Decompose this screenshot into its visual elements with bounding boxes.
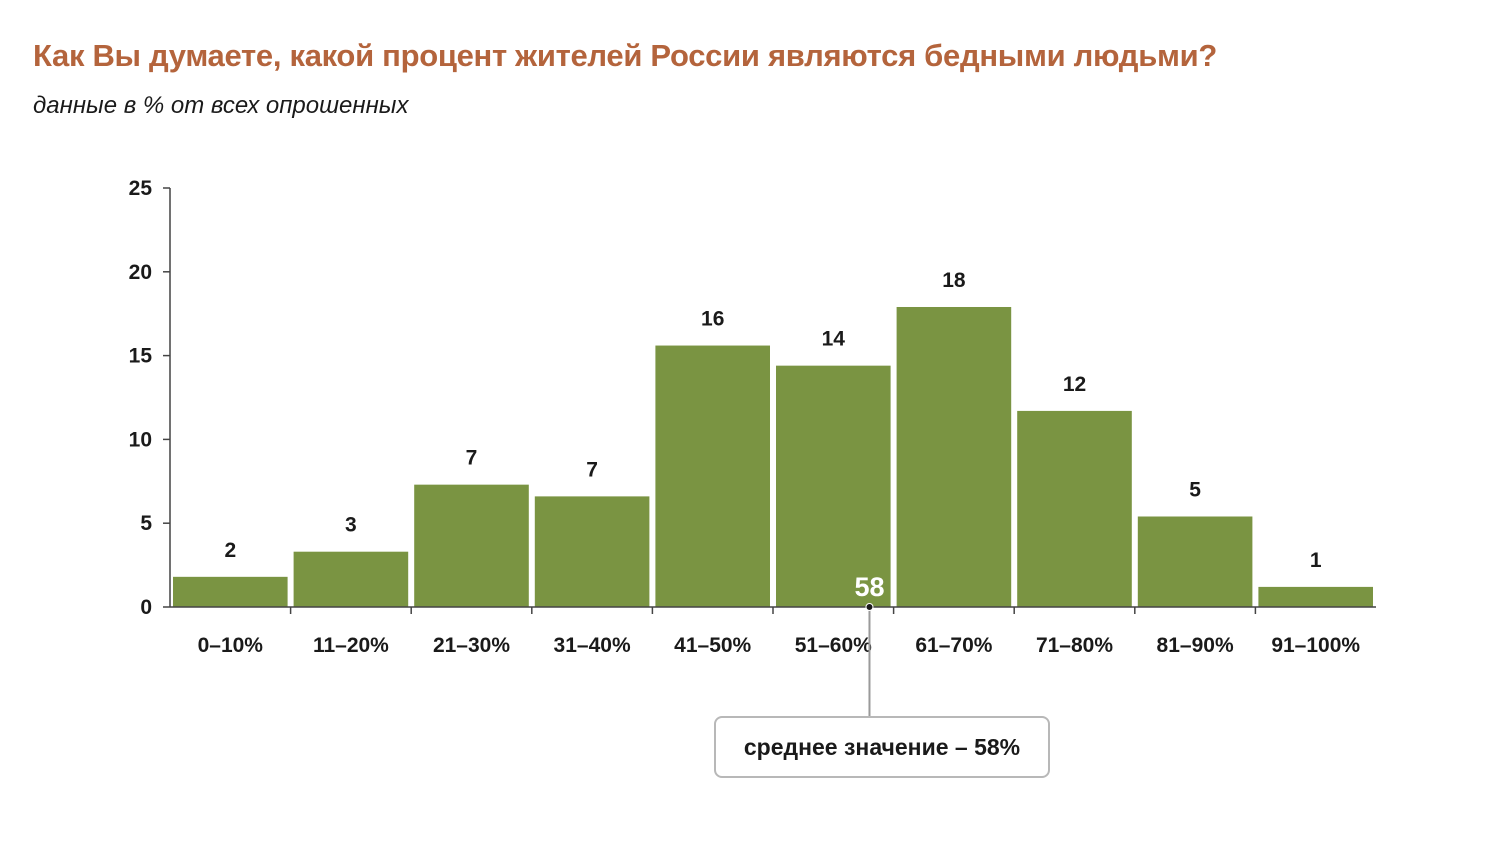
x-tick-label: 51–60% (795, 634, 872, 657)
y-tick-label: 25 (129, 177, 153, 200)
bar (414, 484, 529, 607)
mean-dot (865, 603, 874, 611)
chart-subtitle: данные в % от всех опрошенных (33, 92, 409, 119)
bars-group (173, 306, 1373, 607)
mean-value-label: 58 (854, 572, 884, 602)
y-tick-label: 15 (129, 345, 153, 368)
bar (1137, 516, 1253, 607)
y-tick-label: 0 (140, 596, 152, 619)
x-tick-label: 41–50% (674, 634, 751, 657)
x-tick-label: 21–30% (433, 634, 510, 657)
mean-callout-label: среднее значение – 58% (743, 733, 1021, 760)
x-tick-label: 61–70% (915, 634, 992, 657)
bar-value-label: 7 (466, 447, 478, 470)
bar-value-label: 5 (1189, 478, 1201, 501)
x-tick-label: 11–20% (313, 634, 389, 657)
x-tick-label: 71–80% (1036, 634, 1113, 657)
bar-value-label: 7 (586, 458, 598, 481)
y-tick-label: 10 (129, 428, 152, 451)
x-tick-label: 0–10% (198, 634, 264, 657)
chart-title: Как Вы думаете, какой процент жителей Ро… (33, 38, 1217, 73)
bar-value-label: 18 (942, 269, 966, 292)
bar-value-label: 1 (1310, 549, 1322, 572)
y-tick-label: 5 (140, 512, 152, 535)
x-tick-label: 91–100% (1271, 634, 1360, 657)
bar (776, 365, 891, 607)
mean-marker: 58 (854, 572, 885, 716)
bar (896, 306, 1012, 607)
y-tick-label: 20 (129, 261, 152, 284)
x-tick-label: 31–40% (554, 634, 631, 657)
bar-value-label: 14 (822, 328, 846, 351)
bar-value-label: 2 (224, 539, 236, 562)
x-tick-label: 81–90% (1157, 634, 1234, 657)
bar (655, 345, 770, 607)
bar-value-label: 12 (1063, 373, 1086, 396)
y-axis-ticks: 0 5 10 15 20 25 (129, 177, 170, 619)
bar-value-label: 16 (701, 308, 724, 331)
bar (534, 496, 650, 607)
x-axis-tick-labels: 0–10% 11–20% 21–30% 31–40% 41–50% 51–60% 61–70… (198, 634, 1361, 657)
bar (1258, 586, 1373, 607)
bar (173, 576, 288, 607)
bar (1017, 410, 1132, 607)
mean-callout-box: среднее значение – 58% (714, 716, 1050, 778)
bar (293, 551, 409, 607)
x-axis-ticks (289, 607, 1257, 614)
bar-value-label: 3 (345, 514, 357, 537)
bar-value-labels: 2 3 7 7 16 14 18 12 5 1 (224, 269, 1321, 572)
